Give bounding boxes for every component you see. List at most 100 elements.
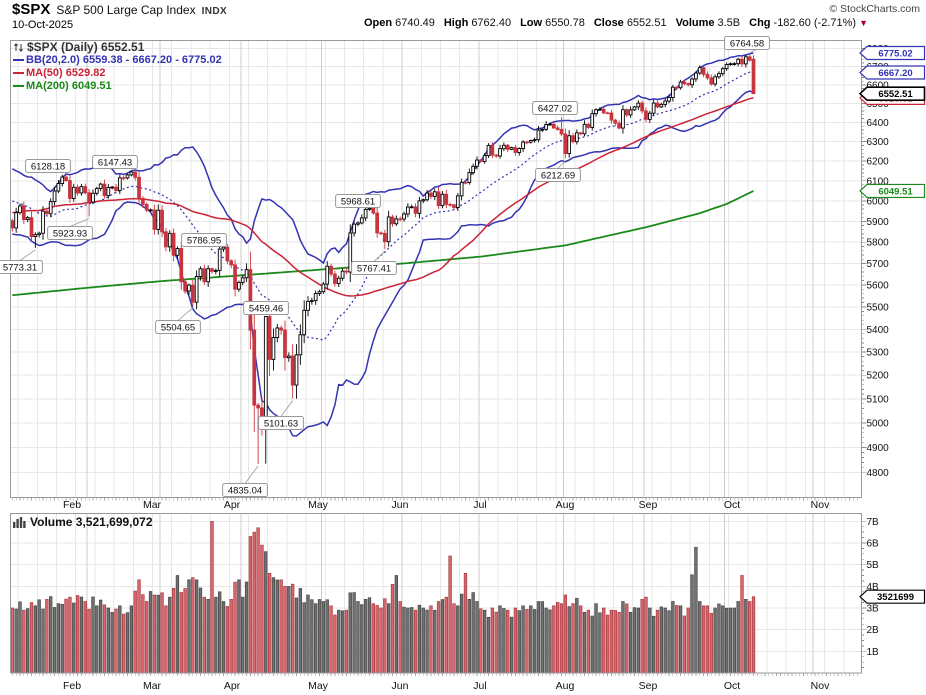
quote-value: 6552.51 bbox=[626, 17, 667, 29]
svg-text:Feb: Feb bbox=[63, 680, 81, 692]
price-axis-tag: 6775.02 bbox=[859, 45, 926, 61]
svg-text:6600: 6600 bbox=[867, 80, 890, 91]
svg-text:5923.93: 5923.93 bbox=[53, 228, 87, 239]
svg-text:May: May bbox=[308, 680, 329, 692]
svg-text:5900: 5900 bbox=[867, 217, 890, 228]
svg-text:6147.43: 6147.43 bbox=[98, 157, 132, 168]
ma50-line bbox=[12, 97, 754, 297]
volume-legend: Volume 3,521,699,072 bbox=[13, 515, 153, 529]
svg-text:5504.65: 5504.65 bbox=[161, 322, 195, 333]
svg-text:Mar: Mar bbox=[143, 680, 162, 692]
svg-text:6100: 6100 bbox=[867, 176, 890, 187]
legend-main-label: $SPX (Daily) 6552.51 bbox=[27, 40, 145, 54]
svg-text:May: May bbox=[308, 499, 329, 511]
svg-text:5786.95: 5786.95 bbox=[187, 235, 221, 246]
svg-text:5767.41: 5767.41 bbox=[357, 263, 391, 274]
price-legend: $SPX (Daily) 6552.51 BB(20,2.0) 6559.38 … bbox=[13, 41, 222, 93]
svg-text:4900: 4900 bbox=[867, 443, 890, 454]
stockcharts-copyright-link[interactable]: © StockCharts.com bbox=[829, 3, 920, 15]
svg-text:5200: 5200 bbox=[867, 371, 890, 382]
svg-text:5500: 5500 bbox=[867, 302, 890, 313]
exchange-label: INDX bbox=[201, 6, 228, 17]
svg-text:5600: 5600 bbox=[867, 280, 890, 291]
svg-text:6775.02: 6775.02 bbox=[878, 48, 912, 59]
ma50-line-swatch bbox=[13, 71, 24, 74]
svg-text:1B: 1B bbox=[867, 647, 880, 658]
month-labels: Feb Feb Mar Mar Apr Apr May May Jun Jun Jul Jul Aug A… bbox=[63, 499, 830, 692]
svg-text:Jul: Jul bbox=[473, 499, 486, 511]
bollinger-upper-line bbox=[11, 52, 754, 265]
svg-text:5400: 5400 bbox=[867, 325, 890, 336]
svg-text:6764.58: 6764.58 bbox=[730, 38, 764, 49]
bb-line-swatch bbox=[13, 58, 24, 61]
svg-text:Nov: Nov bbox=[811, 499, 830, 511]
svg-text:6049.51: 6049.51 bbox=[878, 186, 913, 197]
svg-text:5968.61: 5968.61 bbox=[341, 196, 375, 207]
svg-text:Mar: Mar bbox=[143, 499, 162, 511]
bollinger-lower-line bbox=[12, 90, 754, 437]
quote-label: Low bbox=[520, 17, 543, 29]
svg-text:6427.02: 6427.02 bbox=[538, 103, 572, 114]
legend-bb-label: BB(20,2.0) 6559.38 - 6667.20 - 6775.02 bbox=[26, 54, 222, 66]
svg-text:4835.04: 4835.04 bbox=[228, 485, 262, 496]
quote-label: High bbox=[443, 17, 469, 29]
svg-text:5459.46: 5459.46 bbox=[249, 303, 283, 314]
quote-value: 6762.40 bbox=[471, 17, 512, 29]
price-axis-tag: 6552.51 bbox=[858, 86, 926, 101]
svg-text:3B: 3B bbox=[867, 603, 880, 614]
svg-text:6400: 6400 bbox=[867, 118, 890, 129]
volume-panel-border bbox=[10, 513, 862, 674]
svg-text:6200: 6200 bbox=[867, 157, 890, 168]
quote-label: Volume bbox=[675, 17, 715, 29]
legend-ma200-label: MA(200) 6049.51 bbox=[26, 80, 112, 92]
quote-label: Open bbox=[363, 17, 393, 29]
svg-text:Oct: Oct bbox=[724, 680, 740, 692]
volume-bars bbox=[10, 521, 756, 674]
svg-text:5700: 5700 bbox=[867, 259, 890, 270]
svg-text:Jun: Jun bbox=[392, 499, 409, 511]
gridlines bbox=[10, 40, 862, 673]
legend-ma50-label: MA(50) 6529.82 bbox=[26, 67, 106, 79]
svg-text:Aug: Aug bbox=[556, 680, 575, 692]
svg-text:Jun: Jun bbox=[392, 680, 409, 692]
volume-bars-icon bbox=[13, 516, 26, 528]
svg-text:6667.20: 6667.20 bbox=[878, 68, 912, 79]
svg-text:7B: 7B bbox=[867, 517, 880, 528]
svg-text:4800: 4800 bbox=[867, 468, 890, 479]
svg-text:6B: 6B bbox=[867, 538, 880, 549]
svg-text:Feb: Feb bbox=[63, 499, 81, 511]
svg-text:Sep: Sep bbox=[639, 680, 658, 692]
svg-text:5100: 5100 bbox=[867, 394, 890, 405]
legend-ma50-row: MA(50) 6529.82 bbox=[13, 67, 222, 80]
legend-ma200-row: MA(200) 6049.51 bbox=[13, 80, 222, 93]
updown-arrows-icon bbox=[14, 42, 23, 53]
svg-text:6300: 6300 bbox=[867, 137, 890, 148]
svg-text:6000: 6000 bbox=[867, 196, 890, 207]
legend-main-row: $SPX (Daily) 6552.51 bbox=[13, 41, 222, 54]
quote-value: 3.5B bbox=[717, 17, 741, 29]
svg-text:6128.18: 6128.18 bbox=[31, 161, 65, 172]
svg-text:Nov: Nov bbox=[811, 680, 830, 692]
svg-text:5101.63: 5101.63 bbox=[264, 418, 298, 429]
price-panel-border bbox=[10, 40, 862, 498]
legend-bb-row: BB(20,2.0) 6559.38 - 6667.20 - 6775.02 bbox=[13, 54, 222, 67]
svg-text:4B: 4B bbox=[867, 582, 880, 593]
price-axis-tag: 6667.20 bbox=[859, 65, 926, 80]
candlesticks bbox=[10, 54, 756, 464]
symbol-name: S&P 500 Large Cap Index bbox=[56, 3, 196, 17]
quote-value: 6740.49 bbox=[395, 17, 435, 29]
svg-text:5000: 5000 bbox=[867, 419, 890, 430]
axis-labels: 4800 4900 5000 5100 5200 5300 5400 5500 5600 5700… bbox=[867, 44, 890, 658]
svg-text:5773.31: 5773.31 bbox=[3, 262, 37, 273]
volume-legend-label: Volume 3,521,699,072 bbox=[30, 515, 153, 529]
price-annotations: 6128.18 6147.43 5923.93 5773.31 5786.95 5504.… bbox=[0, 36, 770, 497]
quote-label: Close bbox=[593, 17, 624, 29]
svg-text:Sep: Sep bbox=[639, 499, 658, 511]
chart-date: 10-Oct-2025 bbox=[12, 19, 74, 31]
svg-text:5800: 5800 bbox=[867, 238, 890, 249]
svg-text:3521699: 3521699 bbox=[877, 592, 914, 603]
svg-text:5300: 5300 bbox=[867, 348, 890, 359]
quote-label: Chg bbox=[749, 17, 771, 29]
ma200-line-swatch bbox=[13, 84, 24, 87]
